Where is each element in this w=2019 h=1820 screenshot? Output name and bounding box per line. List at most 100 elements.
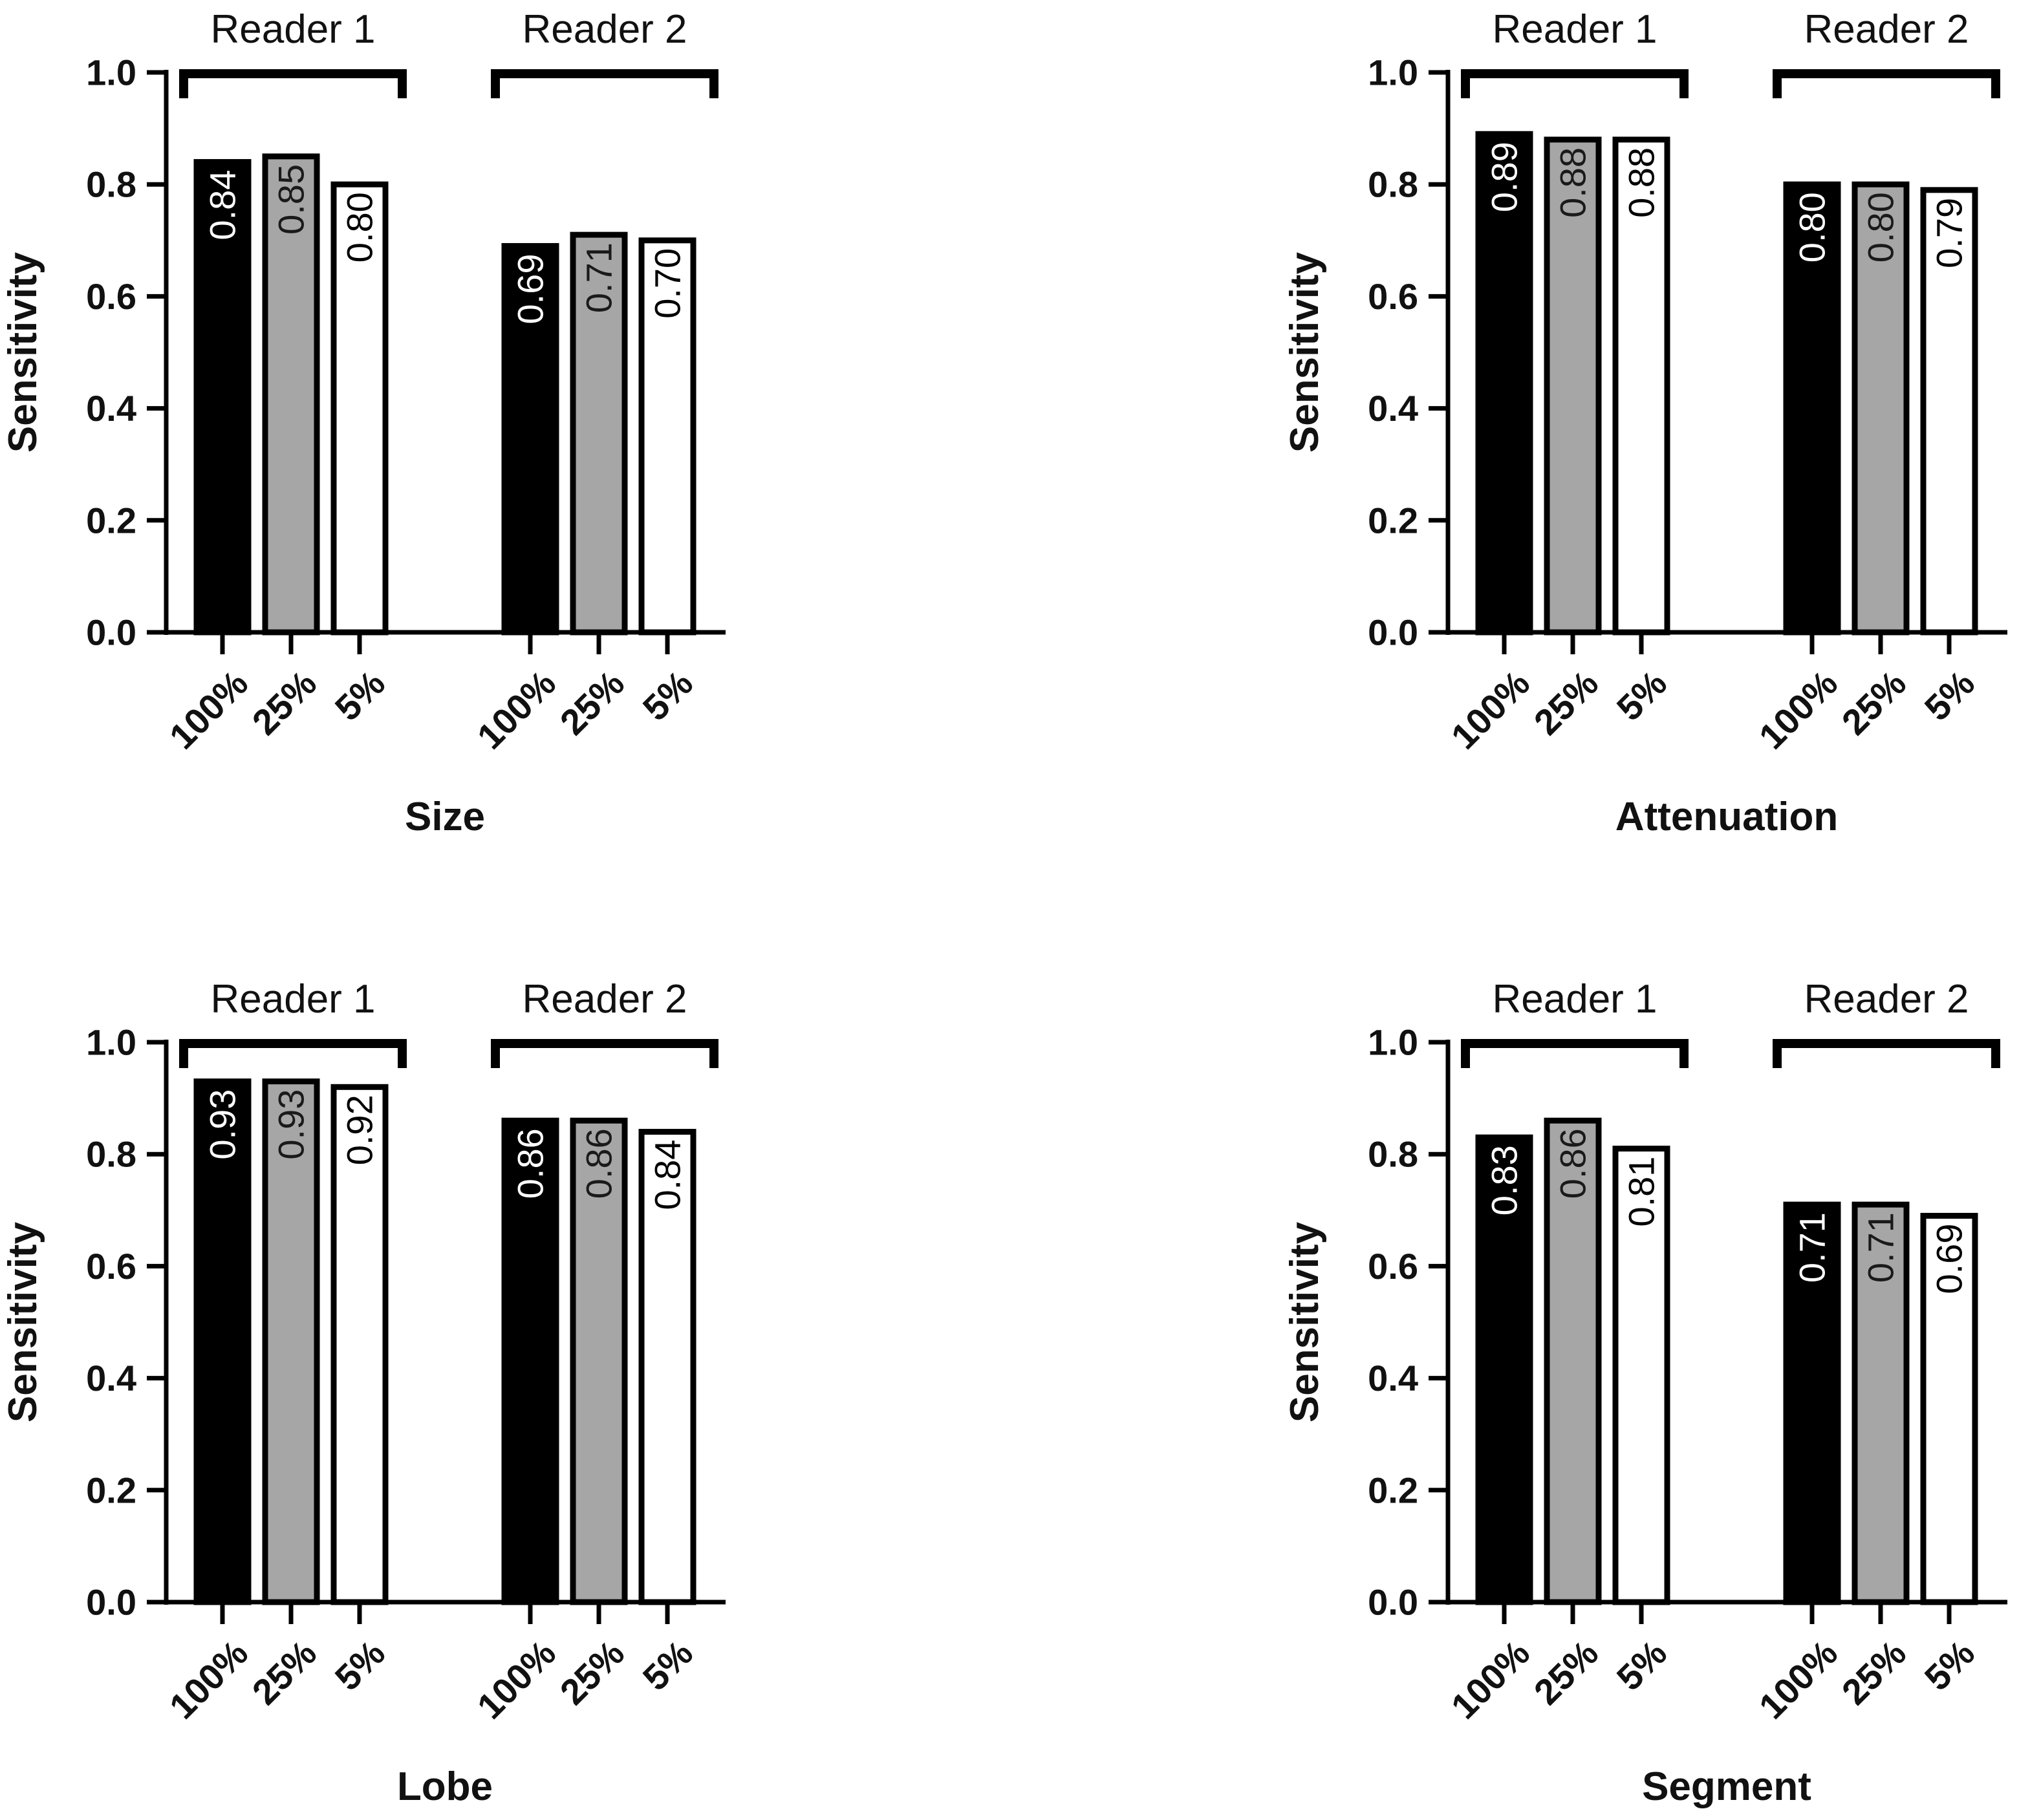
x-category-label: 100%: [470, 663, 564, 757]
x-category-label: 5%: [327, 1633, 393, 1698]
bar: [1852, 181, 1910, 636]
bar-value-label: 0.93: [271, 1089, 312, 1160]
x-category-label: 25%: [1526, 663, 1606, 743]
group-label: Reader 1: [210, 7, 375, 52]
group-label: Reader 2: [522, 7, 687, 52]
y-axis-title: Sensitivity: [1282, 1221, 1327, 1422]
x-category-label: 100%: [470, 1633, 564, 1727]
group-label: Reader 1: [210, 977, 375, 1022]
bar-value-label: 0.80: [1861, 192, 1901, 262]
bar-value-label: 0.71: [1861, 1212, 1901, 1283]
x-category-label: 100%: [1443, 1633, 1538, 1727]
bar: [1475, 1134, 1533, 1605]
bar-value-label: 0.83: [1484, 1145, 1525, 1215]
x-category-label: 25%: [244, 663, 325, 743]
x-category-label: 25%: [1834, 663, 1914, 743]
y-tick-label: 1.0: [1368, 52, 1418, 93]
group-bracket: [1773, 69, 2000, 98]
bar-value-label: 0.79: [1929, 198, 1970, 268]
x-category-label: 5%: [1609, 663, 1675, 729]
y-axis-title: Sensitivity: [1, 1221, 45, 1422]
x-category-label: 100%: [1443, 663, 1538, 757]
chart-panel-attenuation: 0.89 0.88 0.88 0.80 0.80 0.79 0.0 0.2 0.4 0.6 0.8 1…: [1282, 7, 2007, 839]
bar-value-label: 0.93: [202, 1089, 243, 1160]
bar-value-label: 0.84: [647, 1140, 688, 1210]
y-tick-label: 0.0: [1368, 612, 1418, 653]
bar: [638, 237, 696, 636]
y-tick-label: 0.8: [1368, 1134, 1418, 1175]
bar-value-label: 0.92: [340, 1095, 380, 1165]
bar-value-label: 0.88: [1621, 147, 1662, 218]
bar: [501, 1117, 559, 1605]
bar: [638, 1129, 696, 1605]
bar-value-label: 0.80: [340, 192, 380, 262]
x-category-label: 25%: [244, 1633, 325, 1713]
y-tick-label: 0.4: [86, 1358, 136, 1398]
y-axis-title: Sensitivity: [1, 252, 45, 453]
bar-value-label: 0.80: [1792, 192, 1833, 262]
y-tick-label: 0.2: [1368, 1470, 1418, 1510]
y-tick-label: 0.4: [86, 388, 136, 429]
y-axis-title: Sensitivity: [1282, 252, 1327, 453]
group-bracket: [179, 69, 407, 98]
bar-value-label: 0.69: [510, 253, 551, 324]
bar: [262, 1078, 320, 1605]
y-tick-label: 0.4: [1368, 388, 1418, 429]
chart-panel-lobe: 0.93 0.93 0.92 0.86 0.86 0.84 0.0 0.2 0.4 0.6 0.8 1…: [1, 977, 726, 1809]
group-label: Reader 2: [1804, 977, 1969, 1022]
bar-value-label: 0.70: [647, 248, 688, 319]
x-category-label: 5%: [1609, 1633, 1675, 1698]
y-tick-label: 0.8: [1368, 164, 1418, 205]
y-tick-label: 1.0: [86, 1022, 136, 1063]
bar: [1852, 1201, 1910, 1605]
group-bracket: [179, 1039, 407, 1068]
y-tick-label: 0.2: [86, 500, 136, 541]
y-tick-label: 0.6: [1368, 276, 1418, 317]
bar-value-label: 0.89: [1484, 142, 1525, 212]
x-category-label: 25%: [1834, 1633, 1914, 1713]
y-tick-label: 0.8: [86, 164, 136, 205]
y-tick-label: 0.6: [1368, 1246, 1418, 1287]
bar-value-label: 0.71: [579, 242, 620, 313]
y-tick-label: 0.6: [86, 276, 136, 317]
x-category-label: 25%: [552, 663, 632, 743]
x-category-label: 5%: [635, 663, 701, 729]
y-tick-label: 0.8: [86, 1134, 136, 1175]
bar-value-label: 0.81: [1621, 1157, 1662, 1227]
x-axis-title: Lobe: [397, 1764, 493, 1809]
x-category-label: 100%: [1751, 1633, 1846, 1727]
group-bracket: [1461, 69, 1689, 98]
bar: [501, 242, 559, 636]
x-axis-title: Size: [405, 795, 485, 839]
x-category-label: 100%: [162, 663, 256, 757]
bar-value-label: 0.69: [1929, 1223, 1970, 1294]
bar: [330, 1084, 389, 1605]
group-bracket: [1461, 1039, 1689, 1068]
y-tick-label: 1.0: [86, 52, 136, 93]
y-tick-label: 1.0: [1368, 1022, 1418, 1063]
bar: [1544, 136, 1602, 636]
bar-value-label: 0.86: [1553, 1128, 1593, 1199]
y-tick-label: 0.0: [86, 612, 136, 653]
bar-value-label: 0.88: [1553, 147, 1593, 218]
group-label: Reader 2: [522, 977, 687, 1022]
bar-value-label: 0.86: [510, 1128, 551, 1199]
x-category-label: 5%: [1917, 663, 1983, 729]
bar-value-label: 0.85: [271, 164, 312, 235]
bar: [1783, 181, 1841, 636]
bar-value-label: 0.84: [202, 170, 243, 241]
x-category-label: 25%: [552, 1633, 632, 1713]
bar: [1475, 131, 1533, 636]
group-label: Reader 1: [1492, 977, 1657, 1022]
x-category-label: 100%: [1751, 663, 1846, 757]
x-category-label: 100%: [162, 1633, 256, 1727]
y-tick-label: 0.2: [86, 1470, 136, 1510]
x-axis-title: Attenuation: [1615, 795, 1838, 839]
y-tick-label: 0.0: [1368, 1582, 1418, 1623]
x-category-label: 25%: [1526, 1633, 1606, 1713]
group-bracket: [491, 1039, 718, 1068]
y-tick-label: 0.2: [1368, 500, 1418, 541]
bar: [1920, 187, 1978, 636]
